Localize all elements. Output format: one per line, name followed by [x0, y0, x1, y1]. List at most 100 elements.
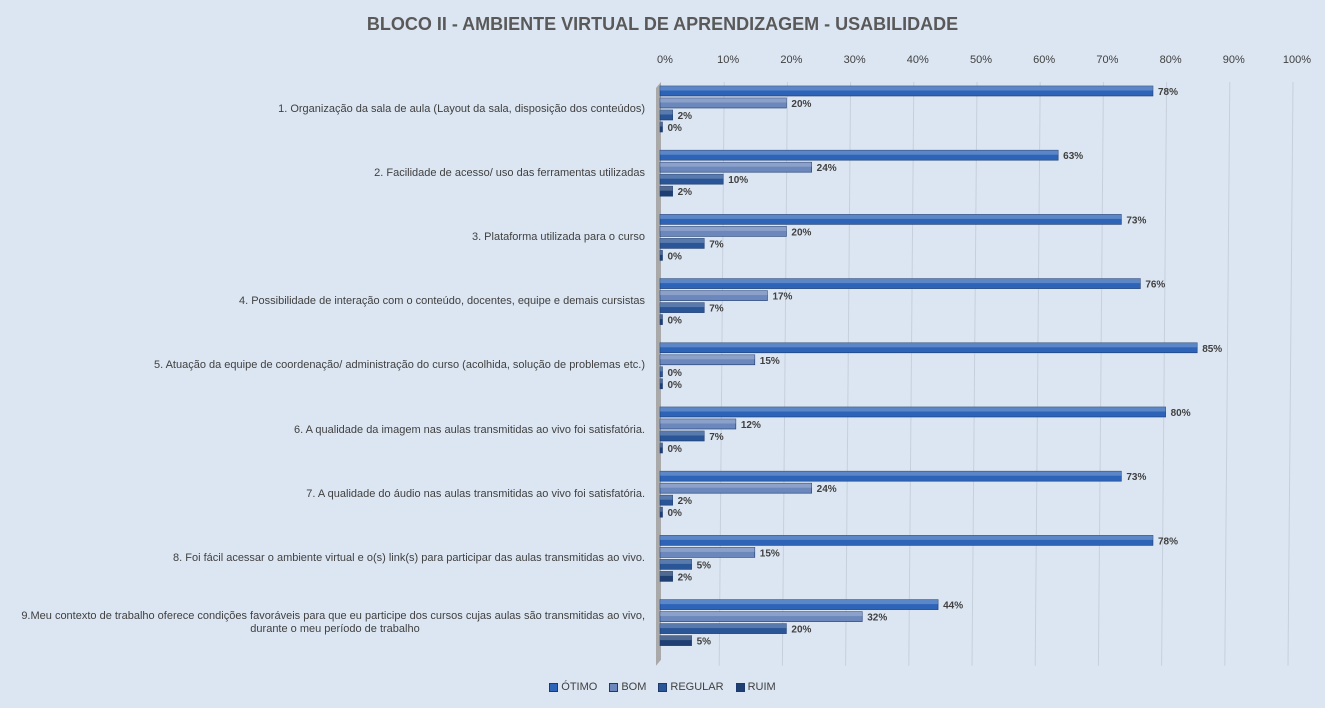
data-label: 0% — [668, 316, 683, 327]
bar-highlight — [660, 483, 812, 488]
gridline — [1224, 81, 1231, 666]
data-label: 2% — [678, 496, 693, 507]
bar — [659, 535, 1154, 546]
bar-highlight — [660, 407, 1166, 412]
data-label: 0% — [668, 444, 683, 455]
chart-title: BLOCO II - AMBIENTE VIRTUAL DE APRENDIZA… — [366, 14, 959, 34]
bar-highlight — [660, 366, 663, 372]
category-label: 5. Atuação da equipe de coordenação/ adm… — [0, 359, 645, 372]
category-label-line: 2. Facilidade de acesso/ uso das ferrame… — [374, 166, 645, 179]
data-label: 20% — [791, 99, 811, 110]
gridline — [1161, 81, 1168, 666]
bar — [659, 278, 1141, 289]
bar-highlight — [660, 507, 663, 512]
bar-highlight — [660, 495, 673, 500]
x-tick-label: 40% — [907, 54, 929, 66]
bar — [659, 494, 673, 506]
category-label: 4. Possibilidade de interação com o cont… — [0, 295, 645, 308]
x-tick-label: 10% — [717, 54, 739, 66]
bar — [659, 214, 1122, 225]
bar — [659, 302, 705, 313]
category-label-line: 4. Possibilidade de interação com o cont… — [238, 295, 645, 308]
legend-item: ÓTIMO — [549, 681, 597, 693]
bar — [659, 635, 692, 646]
gridline — [781, 81, 788, 666]
x-tick-label: 50% — [970, 54, 992, 66]
bar-highlight — [660, 419, 736, 424]
data-label: 15% — [760, 356, 780, 367]
bar-highlight — [660, 250, 663, 255]
category-label: 6. A qualidade da imagem nas aulas trans… — [0, 424, 645, 437]
bar — [659, 547, 756, 558]
data-label: 76% — [1145, 280, 1165, 291]
gridline — [1034, 81, 1041, 666]
legend-label: REGULAR — [670, 681, 724, 693]
legend-item: RUIM — [735, 681, 776, 693]
data-label: 2% — [678, 111, 693, 122]
data-label: 78% — [1158, 87, 1178, 98]
data-label: 0% — [668, 508, 683, 519]
legend-swatch — [609, 682, 619, 692]
x-tick-label: 100% — [1283, 54, 1311, 66]
data-label: 10% — [728, 175, 748, 186]
data-label: 63% — [1063, 151, 1083, 162]
x-tick-label: 20% — [780, 54, 802, 66]
bar-highlight — [660, 431, 705, 436]
category-label: 9.Meu contexto de trabalho oferece condi… — [0, 610, 645, 636]
category-label: 1. Organização da sala de aula (Layout d… — [0, 103, 645, 116]
data-label: 15% — [760, 548, 780, 559]
x-tick-label: 70% — [1096, 54, 1118, 66]
data-label: 5% — [697, 560, 712, 571]
bar — [659, 226, 787, 237]
data-label: 73% — [1126, 215, 1146, 226]
category-label-line: 3. Plataforma utilizada para o curso — [471, 230, 645, 243]
bar-highlight — [660, 471, 1122, 476]
category-label-line: durante o meu período de trabalho — [250, 622, 420, 635]
data-label: 0% — [668, 251, 683, 262]
bar — [659, 442, 663, 454]
data-label: 0% — [668, 368, 683, 379]
category-label-line: 9.Meu contexto de trabalho oferece condi… — [21, 609, 645, 622]
bar-highlight — [660, 150, 1059, 155]
data-label: 12% — [741, 420, 761, 431]
data-label: 0% — [668, 123, 683, 134]
category-label: 3. Plataforma utilizada para o curso — [0, 231, 645, 244]
category-label-line: 6. A qualidade da imagem nas aulas trans… — [294, 423, 645, 436]
category-label-line: 7. A qualidade do áudio nas aulas transm… — [306, 487, 645, 500]
data-label: 44% — [943, 601, 963, 612]
bar-highlight — [660, 290, 768, 296]
legend-item: BOM — [609, 681, 646, 693]
bar — [659, 238, 705, 249]
bar-highlight — [660, 214, 1122, 219]
legend-item: REGULAR — [658, 681, 724, 693]
bar — [659, 378, 663, 390]
category-label: 8. Foi fácil acessar o ambiente virtual … — [0, 552, 645, 565]
category-label-line: 8. Foi fácil acessar o ambiente virtual … — [173, 551, 645, 564]
bar — [659, 173, 724, 185]
bar — [659, 611, 863, 622]
data-label: 24% — [817, 484, 837, 495]
data-label: 2% — [678, 187, 693, 198]
data-label: 80% — [1171, 408, 1191, 419]
x-tick-label: 30% — [844, 54, 866, 66]
x-tick-label: 0% — [657, 54, 673, 66]
data-label: 5% — [697, 637, 712, 648]
bar — [659, 366, 663, 378]
legend-swatch — [735, 682, 745, 692]
bar-highlight — [660, 226, 787, 231]
x-tick-label: 90% — [1223, 54, 1245, 66]
bar — [659, 290, 768, 301]
category-label: 2. Facilidade de acesso/ uso das ferrame… — [0, 167, 645, 180]
bar — [659, 314, 663, 325]
bar — [659, 430, 705, 442]
bar — [659, 185, 673, 197]
legend-swatch — [549, 682, 559, 692]
category-label: 7. A qualidade do áudio nas aulas transm… — [0, 488, 645, 501]
bar-highlight — [660, 571, 673, 576]
data-label: 20% — [791, 625, 811, 636]
legend-label: BOM — [621, 681, 647, 693]
bar-highlight — [660, 162, 812, 167]
bar — [659, 482, 812, 494]
bar — [659, 250, 663, 261]
bar-highlight — [660, 122, 663, 127]
